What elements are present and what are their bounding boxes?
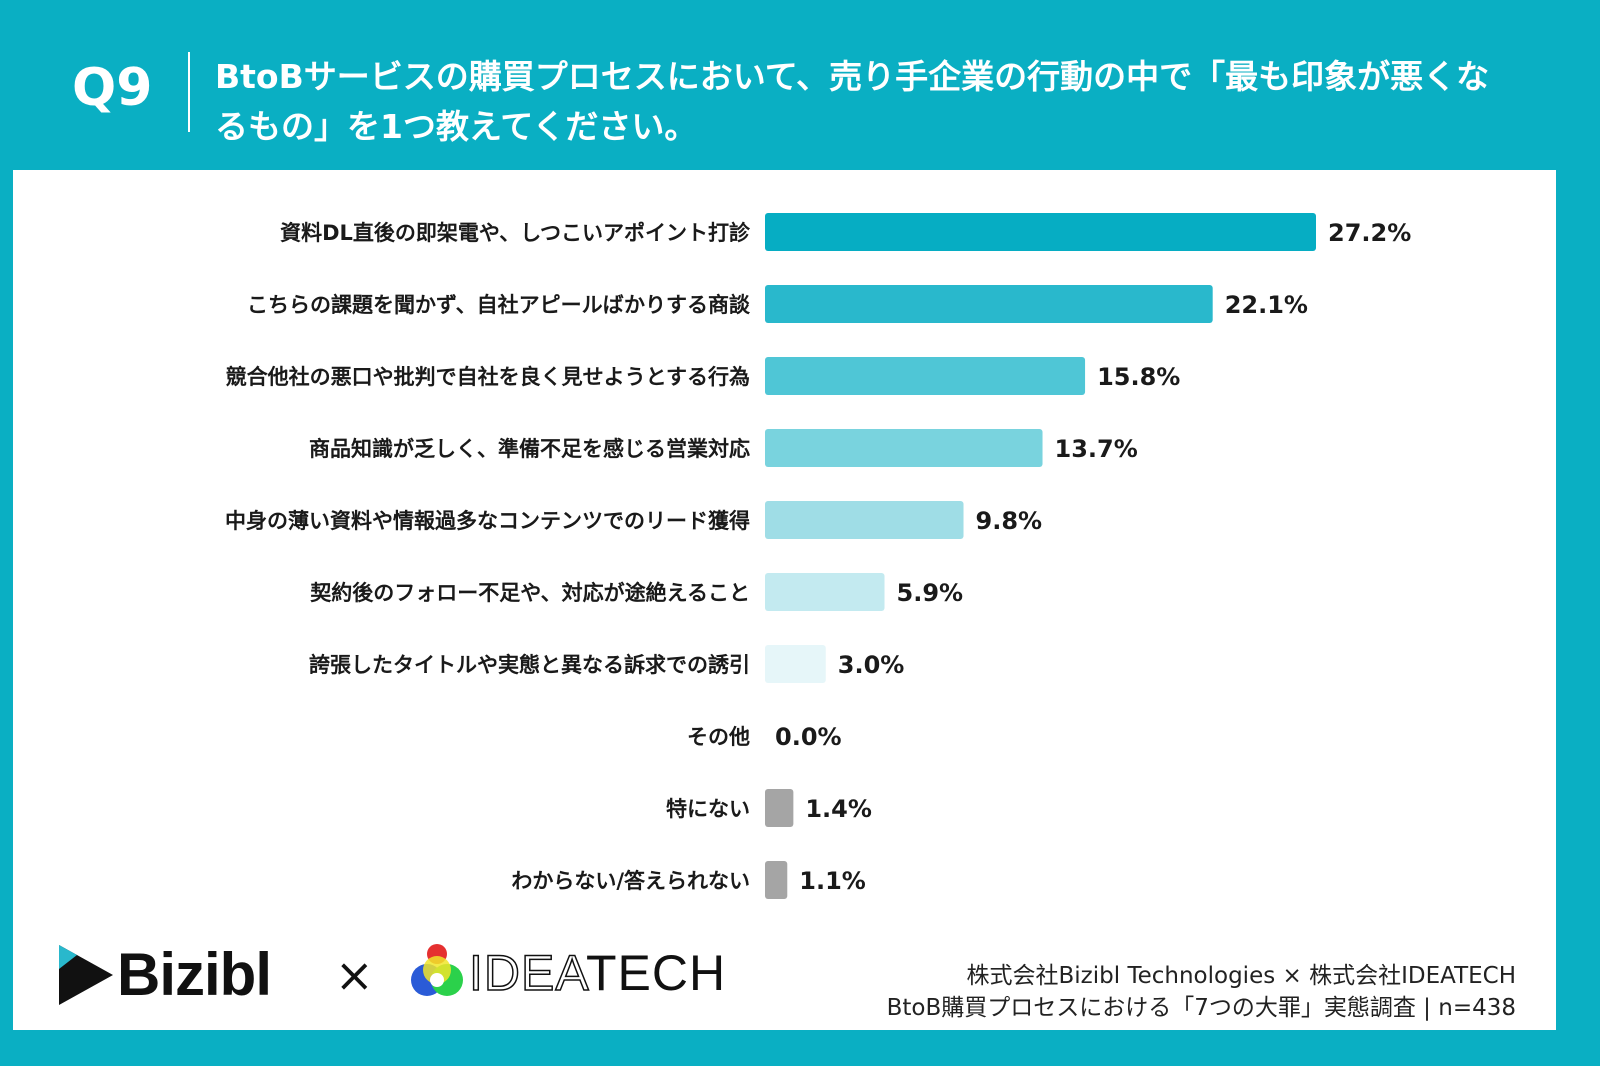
- ideatech-logo-text: IDEATECH: [468, 944, 727, 1002]
- bar: [765, 573, 885, 611]
- question-number: Q9: [72, 58, 153, 118]
- source-credit: 株式会社Bizibl Technologies × 株式会社IDEATECH B…: [887, 960, 1516, 1024]
- data-label: 15.8%: [1097, 363, 1180, 391]
- category-label: 競合他社の悪口や批判で自社を良く見せようとする行為: [226, 365, 750, 389]
- category-label: 資料DL直後の即架電や、しつこいアポイント打診: [280, 221, 751, 245]
- bizibl-play-icon: [59, 944, 113, 1005]
- ideatech-logo: IDEATECH: [405, 940, 726, 1006]
- credit-line-2: BtoB購買プロセスにおける「7つの大罪」実態調査 | n=438: [886, 995, 1516, 1021]
- data-label: 0.0%: [775, 723, 842, 751]
- category-label: 契約後のフォロー不足や、対応が途絶えること: [309, 581, 750, 605]
- bar: [765, 861, 788, 899]
- bar: [765, 645, 826, 683]
- data-label: 9.8%: [976, 507, 1043, 535]
- data-label: 5.9%: [897, 579, 964, 607]
- data-label: 13.7%: [1055, 435, 1138, 463]
- category-label: 誇張したタイトルや実態と異なる訴求での誘引: [309, 653, 750, 677]
- data-label: 1.1%: [799, 867, 866, 895]
- data-label: 3.0%: [838, 651, 905, 679]
- bar: [765, 429, 1043, 467]
- category-label: 中身の薄い資料や情報過多なコンテンツでのリード獲得: [225, 509, 750, 533]
- bizibl-logo-text: Bizibl: [117, 941, 272, 1008]
- data-label: 1.4%: [805, 795, 872, 823]
- category-label: わからない/答えられない: [511, 869, 750, 893]
- category-label: その他: [687, 725, 750, 749]
- credit-line-1: 株式会社Bizibl Technologies × 株式会社IDEATECH: [966, 963, 1516, 989]
- collaboration-times: ×: [335, 948, 374, 1002]
- bar: [765, 213, 1316, 251]
- bar: [765, 285, 1213, 323]
- data-label: 22.1%: [1225, 291, 1308, 319]
- header-divider: [188, 52, 190, 132]
- bizibl-logo: Bizibl: [55, 940, 272, 1009]
- bar: [765, 789, 794, 827]
- category-label: 特にない: [666, 797, 750, 821]
- category-label: こちらの課題を聞かず、自社アピールばかりする商談: [247, 293, 751, 317]
- bar: [765, 357, 1086, 395]
- ideatech-color-wheel-icon: [411, 944, 463, 996]
- bar: [765, 501, 964, 539]
- chart-title: BtoBサービスの購買プロセスにおいて、売り手企業の行動の中で「最も印象が悪くな…: [215, 57, 1490, 146]
- category-label: 商品知識が乏しく、準備不足を感じる営業対応: [309, 437, 750, 461]
- data-label: 27.2%: [1328, 219, 1411, 247]
